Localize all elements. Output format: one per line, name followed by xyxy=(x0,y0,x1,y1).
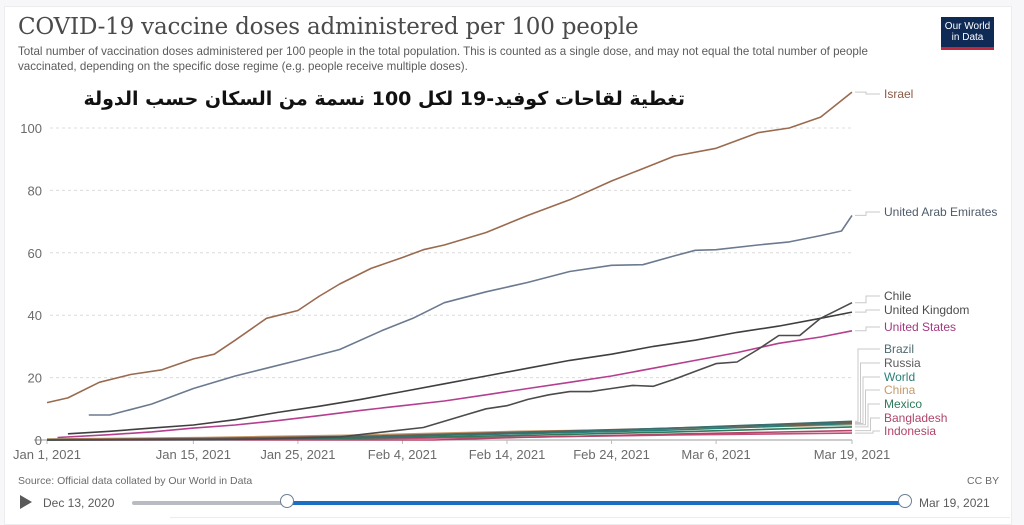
series-line-chile xyxy=(46,301,853,441)
timeline-selected-range xyxy=(286,501,905,505)
label-connectors xyxy=(855,91,880,434)
x-tick-label: Mar 19, 2021 xyxy=(814,447,891,462)
label-connector xyxy=(855,309,880,313)
label-connector xyxy=(855,389,880,426)
label-connector xyxy=(855,403,880,428)
y-tick-label: 60 xyxy=(28,246,42,261)
label-connector xyxy=(855,211,880,216)
logo-line-2: in Data xyxy=(951,32,984,43)
y-tick-label: 20 xyxy=(28,371,42,386)
x-tick-label: Feb 4, 2021 xyxy=(368,447,437,462)
label-connector xyxy=(855,295,880,304)
arabic-caption: تغطية لقاحات كوفيد-19 لكل 100 نسمة من ال… xyxy=(83,88,685,110)
timeline-end-handle[interactable] xyxy=(898,494,912,508)
chart-subtitle: Total number of vaccination doses admini… xyxy=(18,45,868,73)
y-tick-label: 80 xyxy=(28,183,42,198)
y-tick-label: 100 xyxy=(20,121,42,136)
x-axis-ticks: Jan 1, 2021 Jan 15, 2021 Jan 25, 2021 Feb 4… xyxy=(13,440,890,462)
license-label[interactable]: CC BY xyxy=(967,475,1000,487)
series-label[interactable]: Israel xyxy=(884,87,913,101)
series-label[interactable]: Russia xyxy=(884,356,921,370)
series-label[interactable]: Indonesia xyxy=(884,424,936,438)
series-line-united-kingdom xyxy=(67,311,853,435)
label-connector xyxy=(855,430,880,434)
series-label[interactable]: Bangladesh xyxy=(884,411,947,425)
series-line-bangladesh xyxy=(47,429,853,441)
series-line-united-arab-emirates xyxy=(88,214,853,416)
y-axis-ticks: 0 20 40 60 80 100 xyxy=(20,121,42,448)
series-line-israel xyxy=(46,91,853,404)
label-connector xyxy=(855,362,880,423)
x-tick-label: Jan 25, 2021 xyxy=(260,447,335,462)
label-connector xyxy=(855,376,880,424)
label-connector xyxy=(855,417,880,432)
timeline-slider-track[interactable] xyxy=(132,501,905,505)
series-label[interactable]: Chile xyxy=(884,289,912,303)
timeline-end-date: Mar 19, 2021 xyxy=(919,496,990,510)
series-label[interactable]: United Kingdom xyxy=(884,303,969,317)
play-icon[interactable] xyxy=(20,495,32,509)
divider xyxy=(170,517,1010,518)
series-label[interactable]: United States xyxy=(884,320,956,334)
series-label[interactable]: Brazil xyxy=(884,342,914,356)
label-connector xyxy=(855,348,880,422)
x-tick-label: Mar 6, 2021 xyxy=(681,447,750,462)
y-tick-label: 0 xyxy=(35,433,42,448)
y-tick-label: 40 xyxy=(28,308,42,323)
chart-title: COVID-19 vaccine doses administered per … xyxy=(18,14,639,40)
x-tick-label: Jan 15, 2021 xyxy=(156,447,231,462)
series-label[interactable]: China xyxy=(884,383,916,397)
series-line-united-states xyxy=(57,330,853,439)
x-tick-label: Feb 14, 2021 xyxy=(469,447,546,462)
logo-line-1: Our World xyxy=(944,21,991,32)
timeline-start-handle[interactable] xyxy=(279,494,294,508)
x-tick-label: Feb 24, 2021 xyxy=(573,447,650,462)
series-label[interactable]: World xyxy=(884,370,915,384)
series-label[interactable]: Mexico xyxy=(884,397,922,411)
label-connector xyxy=(855,326,880,332)
series-lines xyxy=(46,91,853,441)
label-connector xyxy=(855,91,880,95)
series-label[interactable]: United Arab Emirates xyxy=(884,205,997,219)
x-tick-label: Jan 1, 2021 xyxy=(13,447,81,462)
gridlines xyxy=(34,127,852,441)
timeline-start-date: Dec 13, 2020 xyxy=(43,496,115,510)
owid-logo[interactable]: Our World in Data xyxy=(941,17,994,50)
source-note[interactable]: Source: Official data collated by Our Wo… xyxy=(18,475,253,487)
